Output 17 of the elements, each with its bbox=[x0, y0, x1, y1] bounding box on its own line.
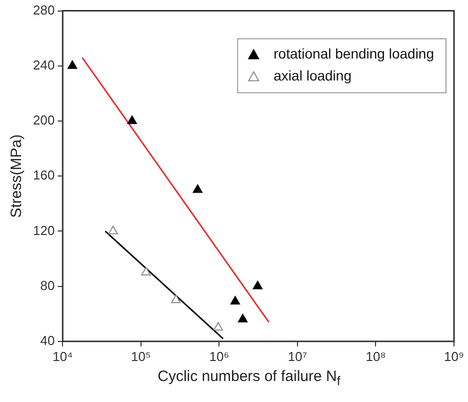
y-axis-title: Stress(MPa) bbox=[8, 134, 26, 218]
legend-label: rotational bending loading bbox=[274, 46, 434, 62]
y-tick-label: 200 bbox=[32, 112, 55, 128]
x-axis-title: Cyclic numbers of failure N$_{f}$ bbox=[156, 368, 342, 388]
y-tick-label: 240 bbox=[32, 57, 55, 72]
y-tick-label: 120 bbox=[32, 222, 55, 238]
y-tick-label: 160 bbox=[32, 168, 55, 183]
x-tick-label: 10⁴ bbox=[52, 348, 73, 364]
x-tick-label: 10⁷ bbox=[288, 348, 308, 364]
x-tick-label: 10⁹ bbox=[444, 348, 464, 364]
x-tick-label: 10⁶ bbox=[209, 348, 230, 364]
y-tick-label: 280 bbox=[32, 2, 55, 18]
x-tick-label: 10⁸ bbox=[366, 348, 386, 364]
legend-label: axial loading bbox=[274, 68, 352, 84]
y-tick-label: 40 bbox=[40, 332, 55, 348]
x-tick-label: 10⁵ bbox=[131, 348, 151, 364]
y-tick-label: 80 bbox=[40, 278, 55, 293]
